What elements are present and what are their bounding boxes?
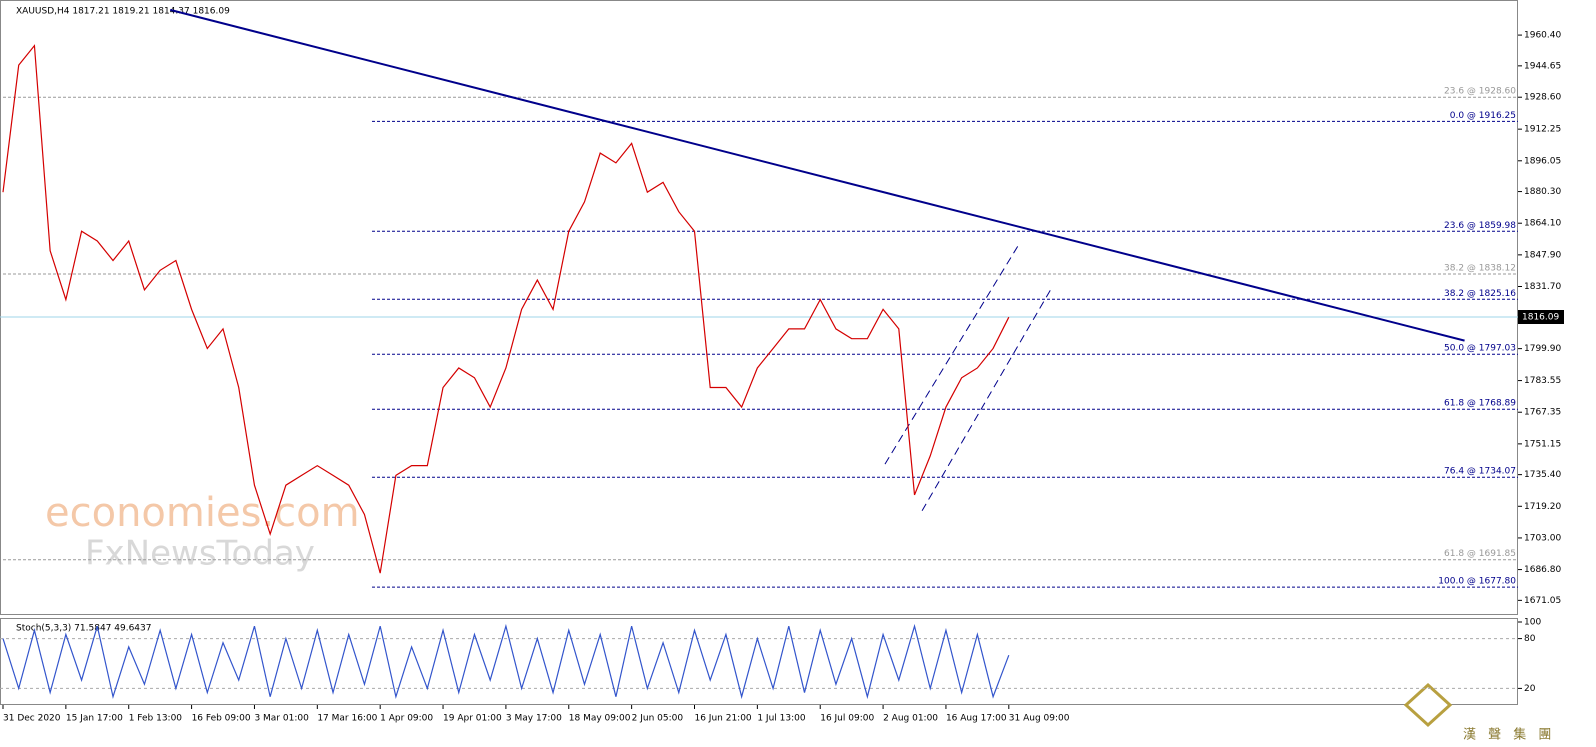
fib-label: 76.4 @ 1734.07 [1444, 467, 1516, 477]
logo-icon [1403, 682, 1453, 728]
x-tick-label: 2 Aug 01:00 [883, 714, 938, 724]
y-tick-label: 1912.25 [1524, 125, 1561, 135]
y-tick-label: 1686.80 [1524, 565, 1561, 575]
x-tick-label: 3 May 17:00 [506, 714, 562, 724]
x-tick-label: 1 Apr 09:00 [380, 714, 433, 724]
price-line [2, 44, 1010, 574]
x-tick-label: 3 Mar 01:00 [254, 714, 309, 724]
y-tick-label: 1880.30 [1524, 187, 1561, 197]
logo-text: 漢 聲 集 團 [1463, 727, 1555, 743]
fib-label: 100.0 @ 1677.80 [1438, 577, 1516, 587]
panel-title: XAUUSD,H4 1817.21 1819.21 1814.37 1816.0… [16, 7, 230, 17]
fib-label: 61.8 @ 1691.85 [1444, 549, 1516, 559]
x-tick-label: 1 Feb 13:00 [129, 714, 183, 724]
stoch-frame [0, 618, 1518, 705]
y-tick-label: 1703.00 [1524, 533, 1561, 543]
x-tick-label: 18 May 09:00 [569, 714, 631, 724]
fib-label: 23.6 @ 1928.60 [1444, 87, 1516, 97]
y-tick-label: 100 [1524, 618, 1541, 628]
x-tick-label: 16 Feb 09:00 [192, 714, 251, 724]
y-tick-label: 1719.20 [1524, 502, 1561, 512]
x-tick-label: 31 Dec 2020 [3, 714, 61, 724]
x-tick-label: 16 Jul 09:00 [820, 714, 874, 724]
y-tick-label: 1799.90 [1524, 344, 1561, 354]
fib-label: 38.2 @ 1838.12 [1444, 263, 1516, 273]
fib-label: 61.8 @ 1768.89 [1444, 399, 1516, 409]
panel-title: Stoch(5,3,3) 71.5847 49.6437 [16, 624, 151, 634]
y-tick-label: 1944.65 [1524, 61, 1561, 71]
y-tick-label: 80 [1524, 634, 1536, 644]
price-line [2, 623, 1010, 700]
trendline [169, 8, 1465, 342]
y-tick-label: 1735.40 [1524, 470, 1561, 480]
x-tick-label: 15 Jan 17:00 [66, 714, 123, 724]
fib-label: 38.2 @ 1825.16 [1444, 289, 1516, 299]
x-tick-label: 17 Mar 16:00 [317, 714, 377, 724]
main-frame [0, 0, 1518, 615]
x-tick-label: 31 Aug 09:00 [1009, 714, 1070, 724]
y-tick-label: 1960.40 [1524, 31, 1561, 41]
x-tick-label: 16 Aug 17:00 [946, 714, 1007, 724]
trendline [921, 287, 1052, 512]
x-tick-label: 19 Apr 01:00 [443, 714, 502, 724]
y-tick-label: 1928.60 [1524, 93, 1561, 103]
y-tick-label: 1767.35 [1524, 408, 1561, 418]
y-tick-label: 20 [1524, 684, 1536, 694]
x-tick-label: 16 Jun 21:00 [694, 714, 751, 724]
price-tag [1518, 310, 1564, 325]
x-tick-label: 2 Jun 05:00 [632, 714, 684, 724]
fib-label: 23.6 @ 1859.98 [1444, 221, 1516, 231]
y-tick-label: 1864.10 [1524, 219, 1561, 229]
fib-label: 0.0 @ 1916.25 [1450, 111, 1516, 121]
y-tick-label: 1671.05 [1524, 596, 1561, 606]
y-tick-label: 1896.05 [1524, 156, 1561, 166]
fib-label: 50.0 @ 1797.03 [1444, 344, 1516, 354]
price-tag-label: 1816.09 [1522, 313, 1559, 323]
y-tick-label: 1847.90 [1524, 250, 1561, 260]
x-tick-label: 1 Jul 13:00 [757, 714, 806, 724]
y-tick-label: 1751.15 [1524, 439, 1561, 449]
y-tick-label: 1783.55 [1524, 376, 1561, 386]
watermark: economies.com [45, 490, 360, 536]
trendline [884, 242, 1021, 465]
watermark: FxNewsToday [85, 534, 315, 574]
y-tick-label: 1831.70 [1524, 282, 1561, 292]
